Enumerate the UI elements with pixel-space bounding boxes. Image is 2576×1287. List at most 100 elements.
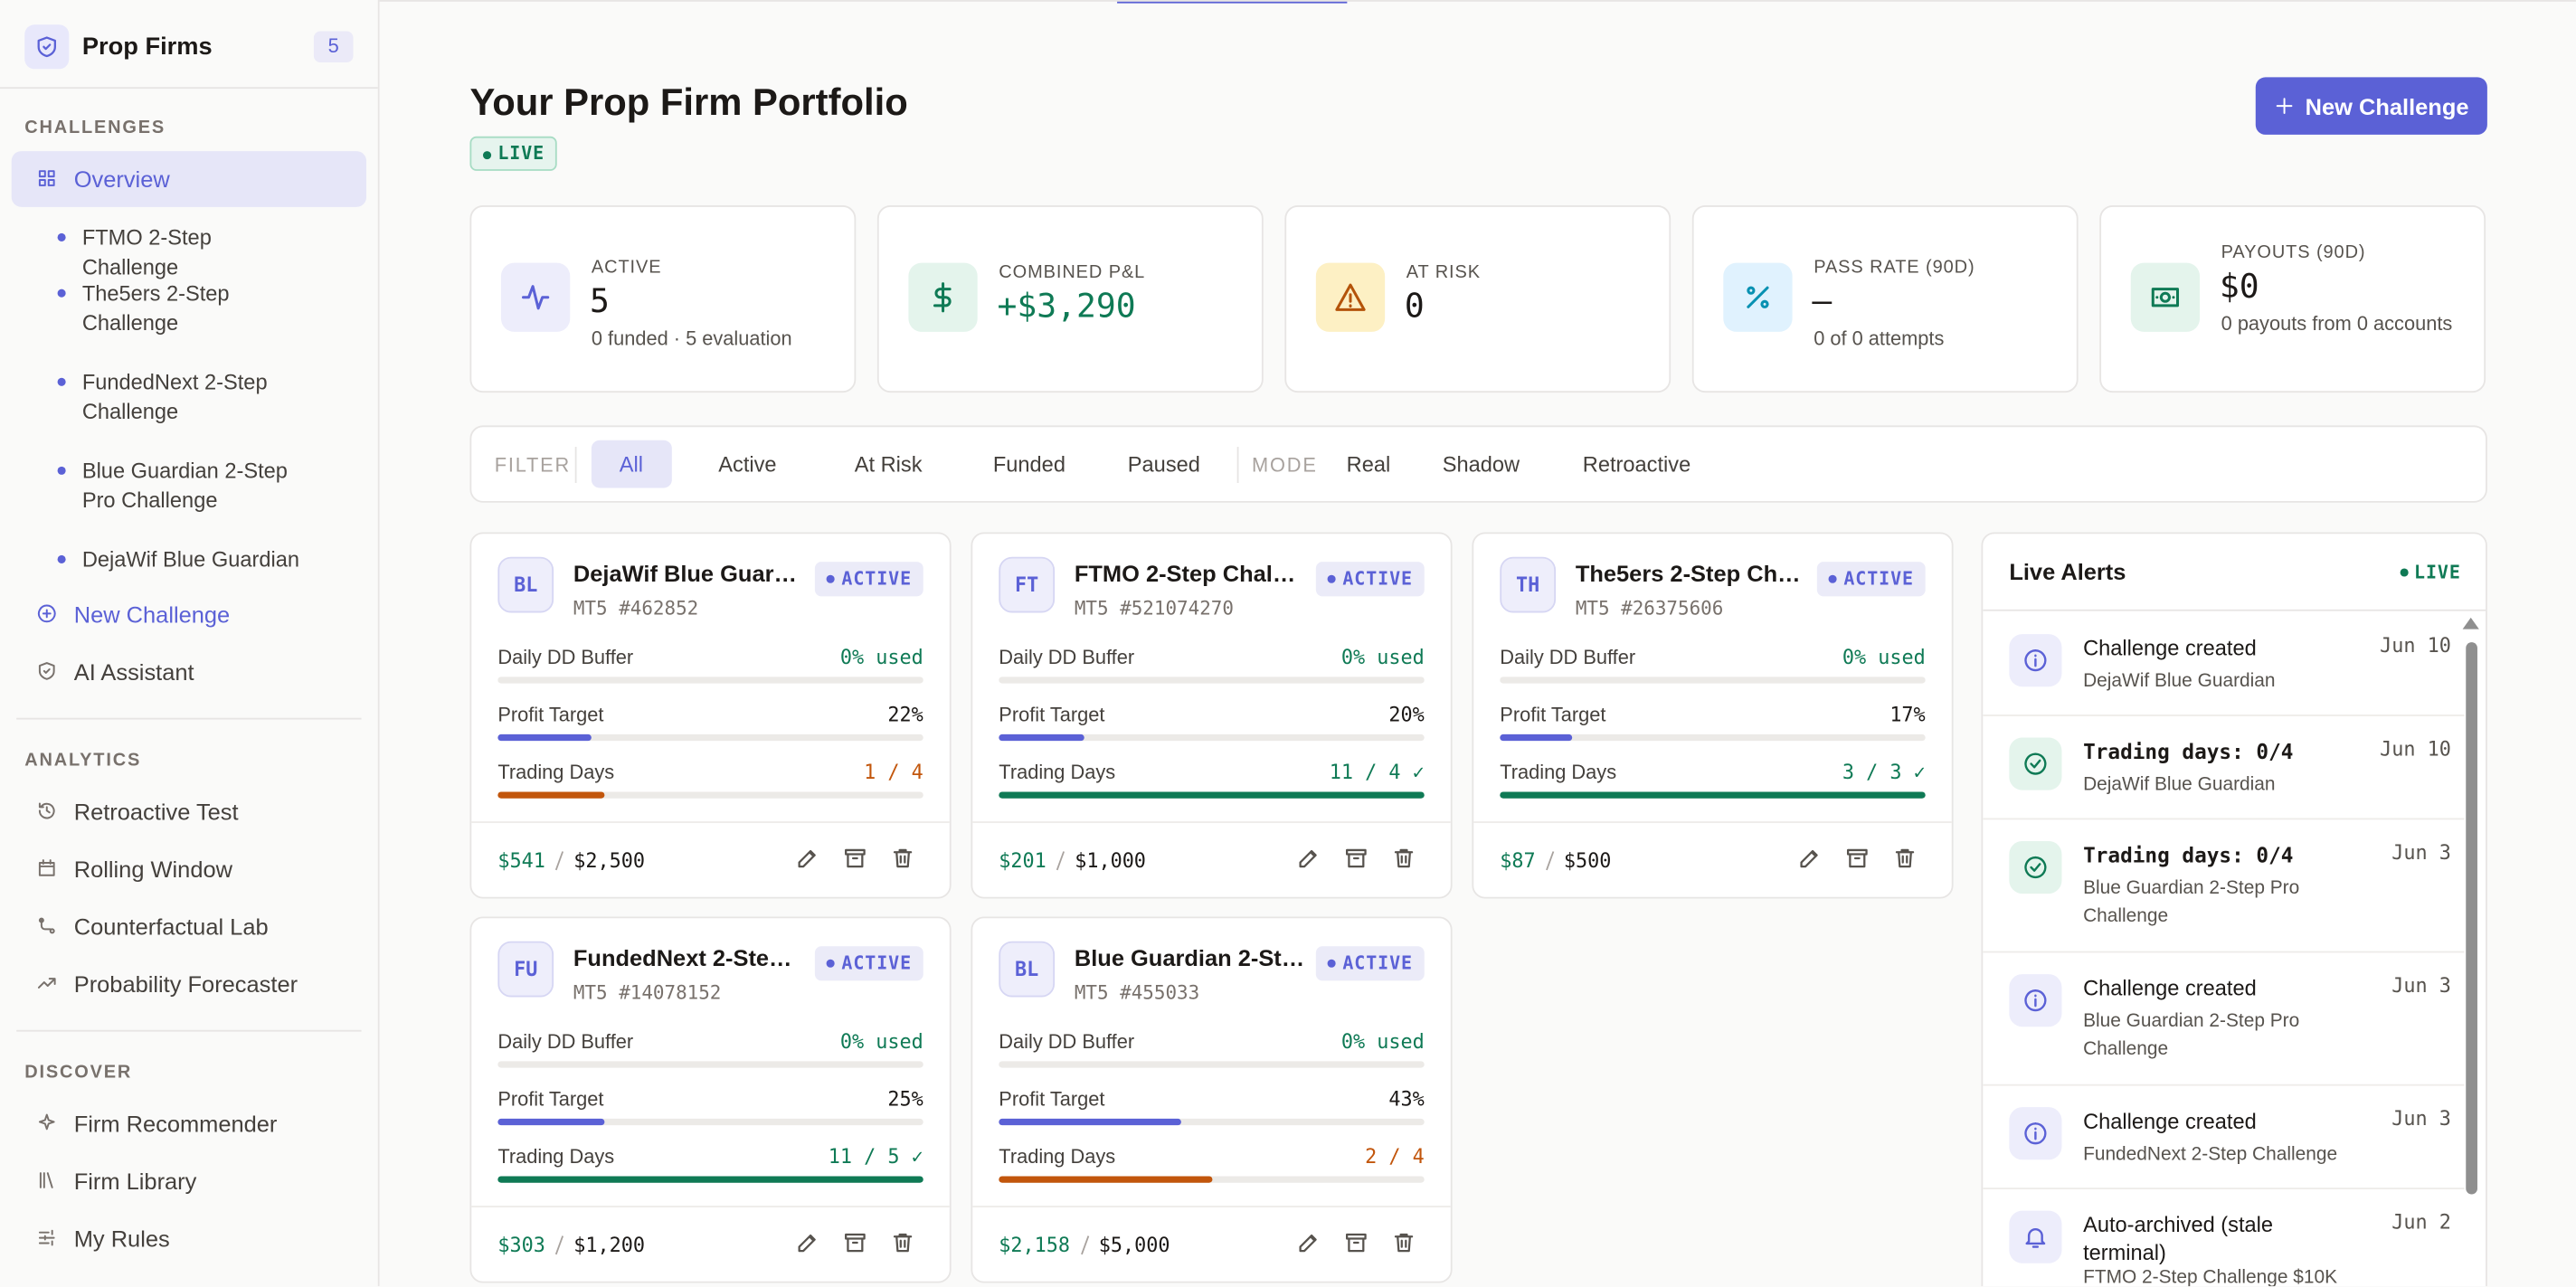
- nav-item[interactable]: AI Assistant: [12, 644, 366, 700]
- icon-button-edit[interactable]: [1797, 846, 1823, 872]
- icon-button-edit[interactable]: [795, 1230, 821, 1256]
- nav-subitem[interactable]: FundedNext 2-Step Challenge: [0, 354, 378, 442]
- card-name: The5ers 2-Step Ch…: [1575, 560, 1801, 587]
- icon-path: [1335, 283, 1366, 311]
- new-challenge-button[interactable]: New Challenge: [2255, 77, 2487, 135]
- icon: [1346, 1233, 1367, 1253]
- nav-item[interactable]: Firm Recommender: [12, 1095, 366, 1151]
- icon: [933, 282, 952, 313]
- icon-path: [845, 1233, 866, 1253]
- filter-label: MODE: [1252, 453, 1318, 477]
- progress-track: [999, 1061, 1425, 1068]
- alert-sub: DejaWif Blue Guardian: [2083, 775, 2276, 796]
- icon-button-archive[interactable]: [1845, 846, 1871, 872]
- icon-path: [933, 282, 952, 313]
- status-badge: ACTIVE: [815, 562, 923, 597]
- nav-item[interactable]: Overview: [11, 151, 367, 207]
- stat-value: $0: [2219, 266, 2259, 306]
- section-heading: CHALLENGES: [24, 118, 166, 138]
- nav-subitem[interactable]: FTMO 2-Step Challenge: [0, 209, 378, 279]
- status-badge: ACTIVE: [1817, 562, 1926, 597]
- avatar: FU: [497, 941, 554, 998]
- metric-label: Daily DD Buffer: [999, 645, 1135, 669]
- progress-track: [497, 1061, 923, 1068]
- metric-label: Daily DD Buffer: [497, 1029, 634, 1054]
- filter-bar: FILTER All Active At Risk Funded Paused MODE Re…: [469, 425, 2487, 503]
- nav-item[interactable]: Probability Forecaster: [12, 956, 366, 1012]
- progress-track: [999, 677, 1425, 684]
- progress-fill: [497, 1118, 604, 1126]
- mode-chip[interactable]: Retroactive: [1582, 451, 1691, 477]
- nav-subitem[interactable]: DejaWif Blue Guardian: [0, 531, 378, 587]
- filter-chip[interactable]: At Risk: [854, 451, 923, 477]
- status-badge: ACTIVE: [1316, 562, 1425, 597]
- icon-button-trash[interactable]: [890, 846, 916, 872]
- nav-subitem[interactable]: The5ers 2-Step Challenge: [0, 264, 378, 353]
- stat-label: PAYOUTS (90D): [2221, 242, 2366, 263]
- icon-button-trash[interactable]: [1391, 846, 1417, 872]
- avatar: BL: [999, 941, 1056, 998]
- icon-path: [37, 36, 56, 58]
- button-label: New Challenge: [2305, 92, 2469, 119]
- metric-value: 3 / 3 ✓: [1842, 760, 1926, 784]
- filter-chip[interactable]: Paused: [1127, 451, 1200, 477]
- icon: [1846, 848, 1868, 868]
- nav-label: Firm Library: [73, 1168, 197, 1195]
- metric-label: Daily DD Buffer: [1500, 645, 1636, 669]
- nav-item[interactable]: New Challenge: [12, 586, 366, 642]
- card-account: MT5 #26375606: [1575, 596, 1724, 620]
- icon-button-edit[interactable]: [1296, 846, 1322, 872]
- card-target: $5,000: [1098, 1234, 1170, 1257]
- icon-button-archive[interactable]: [843, 846, 869, 872]
- divider: [1236, 447, 1239, 483]
- icon-button-archive[interactable]: [1344, 1230, 1370, 1256]
- alert-item: Trading days: 0/4 Blue Guardian 2-Step Pr…: [1983, 819, 2465, 953]
- icon: [798, 849, 816, 868]
- nav-item[interactable]: Counterfactual Lab: [12, 899, 366, 955]
- stat-sub: 0 payouts from 0 accounts: [2221, 312, 2453, 336]
- stat-icon: [1315, 262, 1386, 332]
- live-badge: LIVE: [469, 136, 556, 171]
- icon-button-trash[interactable]: [1892, 846, 1918, 872]
- metric-value: 0% used: [1340, 645, 1425, 669]
- nav-item[interactable]: Rolling Window: [12, 841, 366, 897]
- status-badge: ACTIVE: [815, 946, 923, 981]
- alert-sub: DejaWif Blue Guardian: [2083, 671, 2276, 692]
- main: Your Prop Firm Portfolio LIVE New Challeng…: [379, 0, 2576, 1287]
- alert-sub: FundedNext 2-Step Challenge: [2083, 1144, 2338, 1165]
- nav-item[interactable]: Firm Library: [12, 1153, 366, 1209]
- icon: [1335, 283, 1366, 311]
- icon-button-edit[interactable]: [795, 846, 821, 872]
- mode-chip[interactable]: Real: [1346, 451, 1391, 477]
- icon: [2024, 1122, 2047, 1145]
- icon: [845, 1233, 866, 1253]
- icon-button-edit[interactable]: [1296, 1230, 1322, 1256]
- metric-value: 0% used: [1842, 645, 1926, 669]
- filter-chip[interactable]: Active: [718, 451, 777, 477]
- separator: [1056, 851, 1065, 871]
- challenge-card: BL DejaWif Blue Guar… MT5 #462852 ACTIVE Dai…: [469, 532, 952, 899]
- progress-fill: [497, 733, 592, 742]
- card-name: Blue Guardian 2-St…: [1074, 944, 1305, 971]
- icon: [1394, 848, 1414, 868]
- nav-item[interactable]: Retroactive Test: [12, 783, 366, 839]
- scroll-arrow: [2462, 617, 2479, 629]
- metric-value: 11 / 4 ✓: [1329, 760, 1425, 784]
- filter-chip[interactable]: Funded: [992, 451, 1065, 477]
- icon-button-archive[interactable]: [1344, 846, 1370, 872]
- avatar: TH: [1500, 556, 1557, 613]
- nav-subitem[interactable]: Blue Guardian 2-Step Pro Challenge: [0, 442, 378, 531]
- stat-value: 5: [590, 280, 610, 321]
- nav-label: The5ers 2-Step Challenge: [81, 280, 230, 336]
- icon-button-archive[interactable]: [843, 1230, 869, 1256]
- alert-item: Challenge created FundedNext 2-Step Chall…: [1983, 1084, 2465, 1190]
- icon-button-trash[interactable]: [890, 1230, 916, 1256]
- stat-value: –: [1812, 280, 1833, 321]
- nav-item[interactable]: My Rules: [12, 1211, 366, 1267]
- filter-chip[interactable]: All: [591, 440, 671, 488]
- mode-chip[interactable]: Shadow: [1442, 451, 1520, 477]
- icon-button-trash[interactable]: [1391, 1230, 1417, 1256]
- icon-path: [37, 978, 56, 989]
- metric-value: 20%: [1388, 703, 1425, 726]
- stat-sub: 0 of 0 attempts: [1814, 326, 1945, 350]
